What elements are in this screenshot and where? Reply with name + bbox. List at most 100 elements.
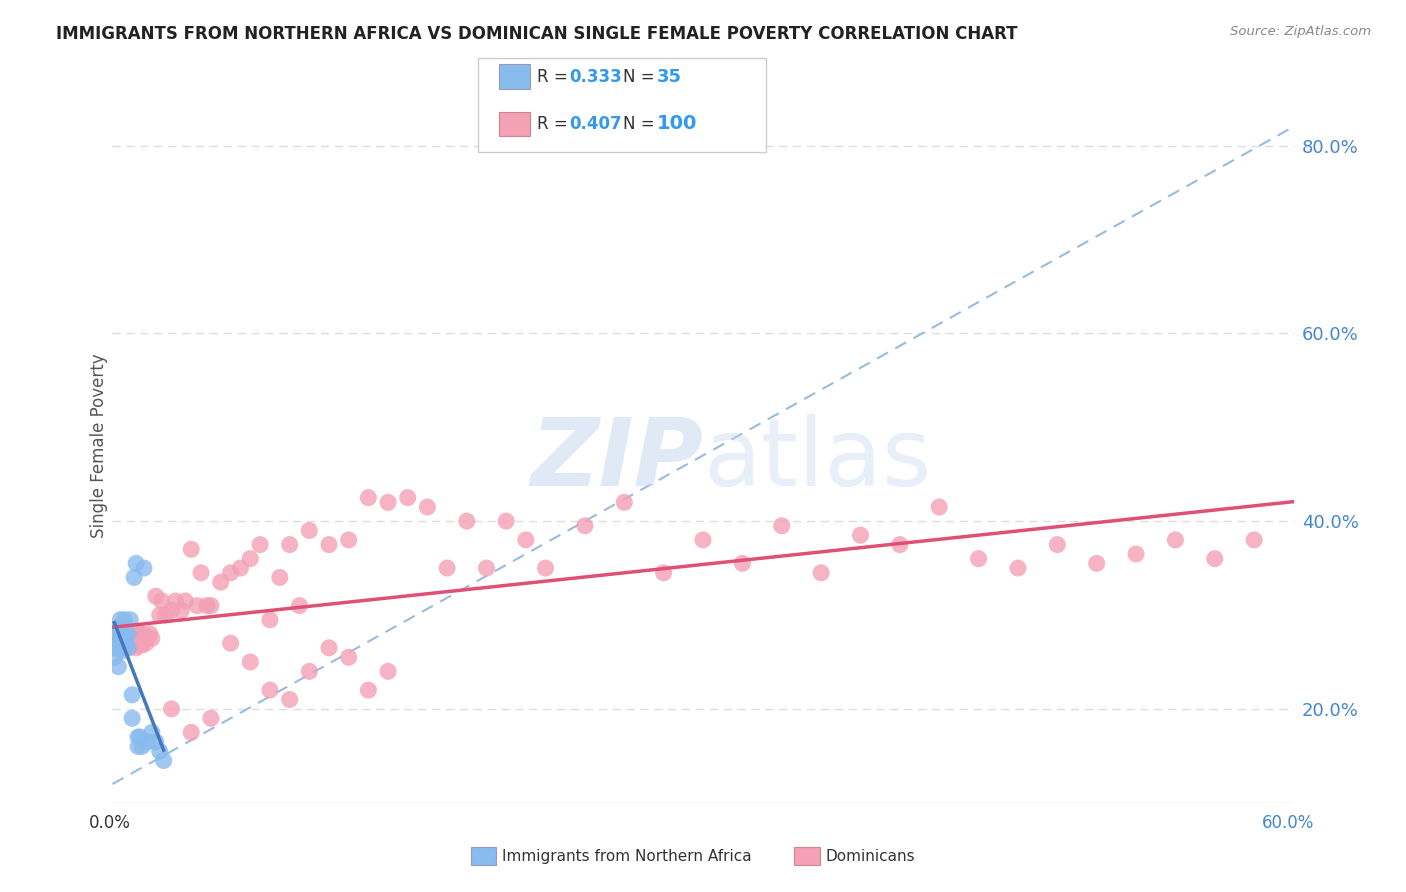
Point <box>160 702 183 716</box>
Point <box>129 730 152 744</box>
Point <box>534 561 557 575</box>
Point <box>150 594 173 608</box>
Point <box>107 638 129 652</box>
Point <box>111 643 134 657</box>
Point <box>115 629 138 643</box>
Point <box>111 632 134 646</box>
Point <box>1243 533 1265 547</box>
Point <box>103 638 125 652</box>
Point <box>105 634 128 648</box>
Point <box>127 730 149 744</box>
Point <box>155 607 177 622</box>
Point <box>112 613 135 627</box>
Point <box>149 607 172 622</box>
Point <box>186 599 208 613</box>
Point <box>115 636 138 650</box>
Point <box>219 566 242 580</box>
Point <box>1125 547 1147 561</box>
Text: 35: 35 <box>657 68 682 86</box>
Y-axis label: Single Female Poverty: Single Female Poverty <box>90 354 108 538</box>
Point <box>121 634 143 648</box>
Text: 0.333: 0.333 <box>569 68 623 86</box>
Point <box>209 575 232 590</box>
Point <box>195 599 218 613</box>
Point <box>1085 557 1108 571</box>
Point <box>117 627 139 641</box>
Point <box>120 636 142 650</box>
Point <box>141 725 163 739</box>
Point <box>436 561 458 575</box>
Point <box>239 655 262 669</box>
Point <box>160 603 183 617</box>
Point <box>125 627 148 641</box>
Point <box>318 640 340 655</box>
Point <box>770 518 793 533</box>
Point <box>111 636 134 650</box>
Point <box>107 629 129 643</box>
Point <box>1204 551 1226 566</box>
Point <box>122 570 145 584</box>
Text: ZIP: ZIP <box>530 414 703 507</box>
Point <box>259 613 281 627</box>
Point <box>110 640 132 655</box>
Point <box>103 640 125 655</box>
Point <box>170 603 193 617</box>
Point <box>127 739 149 754</box>
Point <box>117 640 139 655</box>
Point <box>129 632 152 646</box>
Point <box>139 627 162 641</box>
Point <box>121 711 143 725</box>
Point <box>288 599 311 613</box>
Point <box>110 629 132 643</box>
Text: IMMIGRANTS FROM NORTHERN AFRICA VS DOMINICAN SINGLE FEMALE POVERTY CORRELATION C: IMMIGRANTS FROM NORTHERN AFRICA VS DOMIN… <box>56 25 1018 43</box>
Point <box>613 495 636 509</box>
Point <box>377 665 399 679</box>
Point <box>1046 538 1069 552</box>
Text: Source: ZipAtlas.com: Source: ZipAtlas.com <box>1230 25 1371 38</box>
Point <box>105 622 128 636</box>
Point <box>1007 561 1029 575</box>
Point <box>127 638 149 652</box>
Point <box>112 632 135 646</box>
Point <box>269 570 291 584</box>
Point <box>574 518 596 533</box>
Point <box>145 735 167 749</box>
Point <box>278 692 301 706</box>
Point <box>122 629 145 643</box>
Text: 100: 100 <box>657 114 697 134</box>
Point <box>239 551 262 566</box>
Point <box>152 754 174 768</box>
Point <box>229 561 252 575</box>
Point <box>190 566 212 580</box>
Point <box>107 640 129 655</box>
Point <box>122 636 145 650</box>
Point <box>145 589 167 603</box>
Point <box>111 627 134 641</box>
Point <box>849 528 872 542</box>
Point <box>180 542 202 557</box>
Point <box>180 725 202 739</box>
Point <box>132 627 155 641</box>
Text: R =: R = <box>537 68 574 86</box>
Point <box>136 632 159 646</box>
Point <box>131 629 153 643</box>
Point <box>377 495 399 509</box>
Point <box>136 735 159 749</box>
Point <box>515 533 537 547</box>
Point <box>200 711 222 725</box>
Point <box>107 622 129 636</box>
Point <box>259 683 281 698</box>
Point <box>125 557 148 571</box>
Point <box>416 500 439 514</box>
Point <box>105 632 128 646</box>
Point <box>475 561 498 575</box>
Point <box>135 636 157 650</box>
Text: Dominicans: Dominicans <box>825 849 915 863</box>
Point <box>120 613 142 627</box>
Point <box>357 683 380 698</box>
Point <box>110 627 132 641</box>
Point <box>121 688 143 702</box>
Point <box>200 599 222 613</box>
Point <box>357 491 380 505</box>
Point <box>1164 533 1187 547</box>
